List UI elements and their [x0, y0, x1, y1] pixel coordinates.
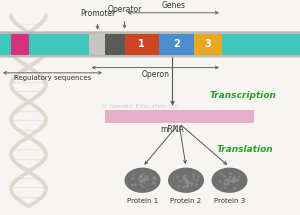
Bar — [194, 34, 222, 55]
Bar — [105, 34, 124, 55]
Text: mRNA: mRNA — [160, 126, 184, 134]
Text: © Genetic Education Inc.: © Genetic Education Inc. — [101, 104, 181, 109]
Bar — [11, 34, 28, 55]
Circle shape — [212, 168, 248, 193]
Circle shape — [124, 168, 160, 193]
Text: Translation: Translation — [216, 145, 273, 154]
Text: 2: 2 — [173, 39, 180, 49]
Text: Operon: Operon — [141, 70, 169, 79]
Text: Operator: Operator — [107, 5, 142, 14]
Bar — [0, 34, 11, 55]
Text: Transcription: Transcription — [210, 92, 276, 100]
Bar — [124, 34, 159, 55]
Text: Protein 1: Protein 1 — [127, 198, 158, 204]
Bar — [28, 34, 88, 55]
Bar — [88, 34, 105, 55]
Text: Protein 2: Protein 2 — [170, 198, 202, 204]
Bar — [159, 34, 194, 55]
Bar — [105, 110, 254, 123]
Text: Promoter: Promoter — [80, 9, 115, 18]
Bar — [222, 34, 300, 55]
Text: Regulatory sequences: Regulatory sequences — [14, 75, 91, 81]
Text: 3: 3 — [204, 39, 211, 49]
Text: 1: 1 — [138, 39, 145, 49]
FancyBboxPatch shape — [0, 31, 300, 57]
Text: Protein 3: Protein 3 — [214, 198, 245, 204]
Text: Genes: Genes — [161, 1, 185, 10]
Circle shape — [168, 168, 204, 193]
